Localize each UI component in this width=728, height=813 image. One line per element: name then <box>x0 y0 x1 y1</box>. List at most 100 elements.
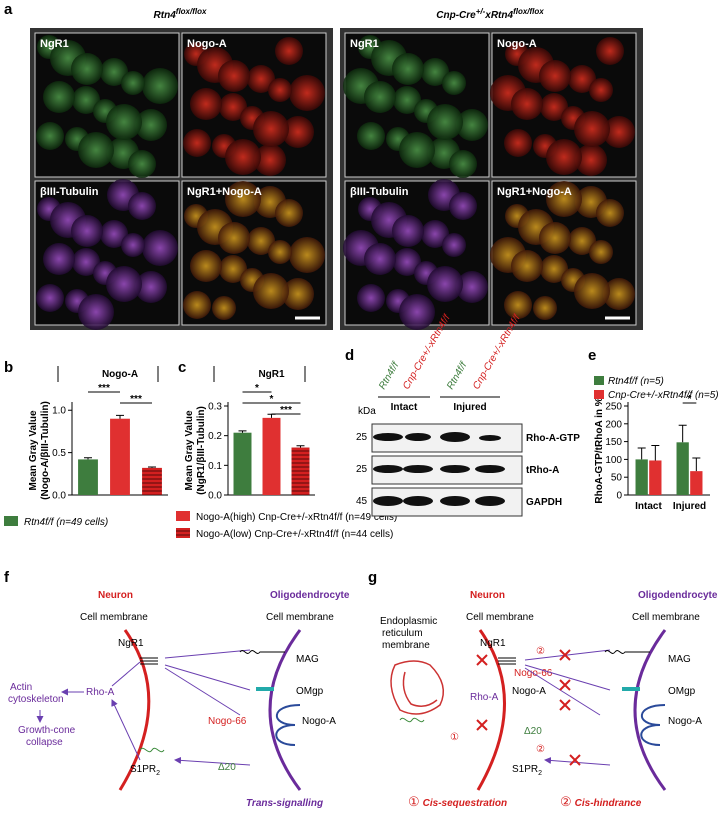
image-label: NgR1 <box>40 38 69 50</box>
cell <box>78 294 114 330</box>
band-label: Rho-A-GTP <box>526 433 580 444</box>
cell <box>268 240 292 264</box>
legend: Rtn4f/f (n=49 cells) Nogo-A(high) Cnp-Cr… <box>4 511 397 540</box>
text-part: Cis-hindrance <box>575 798 642 809</box>
bar <box>690 471 703 495</box>
cell <box>511 250 543 282</box>
nogo-a <box>640 704 666 746</box>
kda-value: 45 <box>356 496 368 507</box>
text-part: ② <box>560 794 572 809</box>
kda-value: 25 <box>356 464 368 475</box>
node-label: Actin cytoskeleton <box>8 682 64 705</box>
cell <box>539 60 571 92</box>
error-bar <box>238 430 247 433</box>
cell-label: Oligodendrocyte <box>638 590 718 601</box>
domain-label: Δ20 <box>524 726 542 737</box>
x-tick-label: Injured <box>673 501 706 512</box>
cell <box>456 271 488 303</box>
legend-swatch <box>176 528 190 538</box>
membrane-label: Cell membrane <box>632 612 700 623</box>
cell <box>282 116 314 148</box>
cell <box>253 273 289 309</box>
cell <box>135 271 167 303</box>
ligand-label: OMgp <box>296 686 324 697</box>
cell <box>142 230 178 266</box>
text-line: reticulum <box>382 628 423 639</box>
cell <box>289 75 325 111</box>
title-sup: flox/flox <box>513 7 544 16</box>
condition-title: Cnp-Cre+/-xRtn4flox/flox <box>436 7 544 21</box>
cell <box>72 248 100 276</box>
membrane-label: Cell membrane <box>266 612 334 623</box>
image-label: NgR1+Nogo-A <box>497 186 572 198</box>
bar <box>142 467 162 495</box>
error-bar <box>678 424 687 443</box>
omgp <box>256 687 274 691</box>
y-tick-label: 50 <box>611 473 623 484</box>
image-label: βIII-Tubulin <box>350 186 409 198</box>
cell <box>596 199 624 227</box>
text-sub: 2 <box>156 770 160 777</box>
ligand-label: MAG <box>296 654 319 665</box>
text-line: membrane <box>382 640 430 651</box>
y-tick-label: 0.0 <box>208 491 222 502</box>
chart-title: NgR1 <box>258 369 285 380</box>
cell <box>142 68 178 104</box>
diagram-g: Neuron Oligodendrocyte Cell membrane Cel… <box>380 590 718 809</box>
receptor-label: NgR1 <box>480 638 506 649</box>
significance: *** <box>280 405 292 416</box>
significance: *** <box>130 394 142 405</box>
cell <box>289 237 325 273</box>
neuron-membrane <box>476 629 506 791</box>
x-tick-label: Intact <box>635 501 662 512</box>
label-line: (NgR1/βIII-Tubulin) <box>196 406 207 495</box>
cell <box>121 233 145 257</box>
s1pr <box>399 717 425 723</box>
membrane-label: Cell membrane <box>466 612 534 623</box>
band-label: tRho-A <box>526 465 559 476</box>
panel-label: g <box>368 569 377 586</box>
node-label: Rho-A <box>470 692 499 703</box>
image-label: Nogo-A <box>497 38 537 50</box>
cell <box>225 181 261 217</box>
cell <box>449 192 477 220</box>
block-mark <box>476 649 581 766</box>
group-label: Intact <box>391 402 418 413</box>
node-label: Growth-cone collapse <box>18 725 76 748</box>
cell <box>100 58 128 86</box>
band-label: GAPDH <box>526 497 562 508</box>
error-bar <box>116 414 124 419</box>
text-sub: 2 <box>538 770 542 777</box>
y-tick-label: 0.5 <box>52 448 66 459</box>
cell <box>589 240 613 264</box>
caption: ① Cis-sequestration <box>408 794 507 809</box>
kda-value: 25 <box>356 432 368 443</box>
cell <box>71 215 103 247</box>
panel-label: f <box>4 569 10 586</box>
panel-label: b <box>4 359 13 376</box>
bar <box>78 459 98 495</box>
cell <box>427 104 463 140</box>
western-blot: Rtn4f/f Cnp-Cre+/-xRtn4f/f Rtn4f/f Cnp-C… <box>356 312 580 517</box>
error-bar <box>84 457 92 460</box>
micrographs: NgR1 Nogo-A βIII-Tubulin NgR1+Nogo-A NgR1 Nog… <box>30 28 643 330</box>
cell <box>218 222 250 254</box>
cell-label: Neuron <box>470 590 505 601</box>
cell <box>392 53 424 85</box>
cell <box>574 273 610 309</box>
ligand-label: MAG <box>668 654 691 665</box>
cell <box>421 58 449 86</box>
cell <box>421 220 449 248</box>
legend-swatch <box>176 511 190 521</box>
image-label: NgR1 <box>350 38 379 50</box>
title-part: xRtn4 <box>484 10 513 21</box>
ligand-label: Nogo-A <box>302 716 336 727</box>
group-label: Injured <box>453 402 486 413</box>
cell <box>247 227 275 255</box>
error-bar <box>637 447 646 460</box>
s1pr <box>139 747 165 753</box>
cell <box>282 278 314 310</box>
cell <box>247 65 275 93</box>
y-tick-label: 250 <box>605 402 622 413</box>
